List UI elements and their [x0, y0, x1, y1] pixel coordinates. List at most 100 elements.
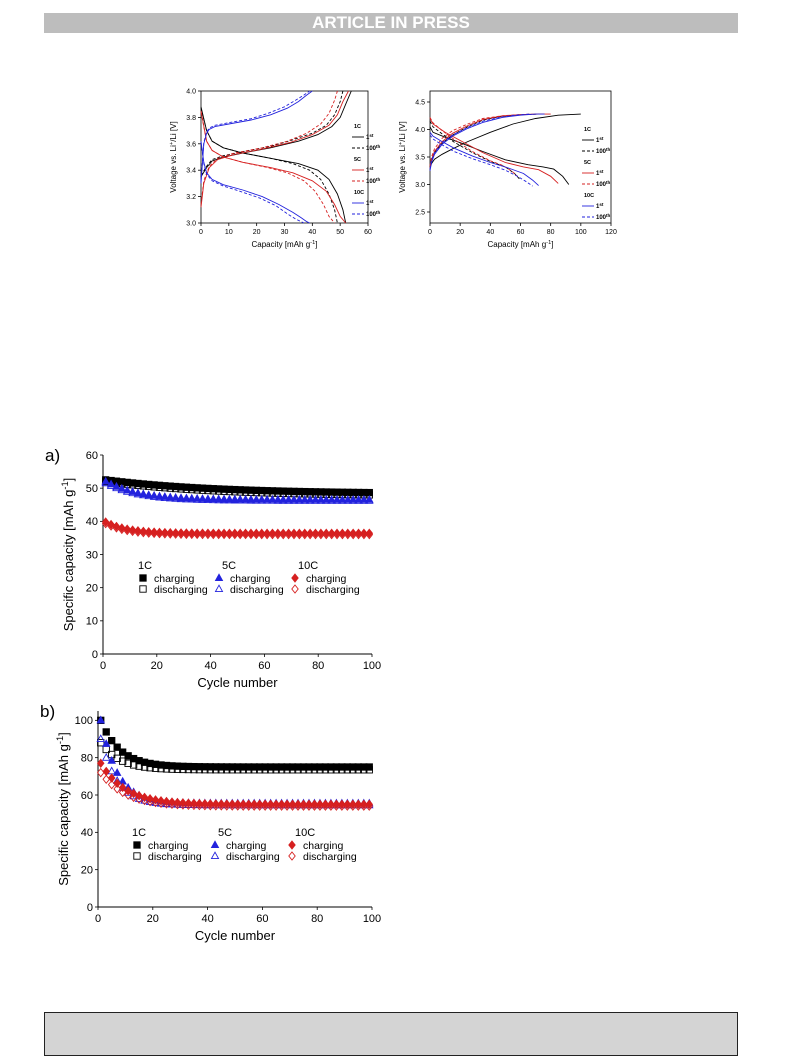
data-point-diamond [261, 799, 269, 810]
data-point-diamond [252, 529, 261, 540]
data-point-diamond [204, 528, 212, 538]
data-point-diamond [354, 528, 363, 538]
y-tick-label: 40 [86, 516, 98, 528]
legend-label: 1st [596, 136, 604, 145]
data-point-triangle [198, 495, 207, 503]
y-tick-label: 0 [87, 902, 93, 914]
data-point-diamond [349, 529, 357, 540]
y-axis-label: Voltage vs. Li+/Li [V] [169, 121, 178, 192]
y-tick-label: 4.0 [186, 88, 196, 95]
data-point-square [343, 766, 351, 774]
data-point-diamond [112, 521, 121, 532]
data-point-diamond [333, 528, 341, 538]
data-point-diamond [266, 799, 275, 810]
data-point-diamond [231, 528, 239, 538]
data-point-square [360, 766, 368, 774]
data-point-square [190, 765, 198, 774]
data-point-square [195, 765, 204, 774]
series-line-5C-1st-charge [200, 90, 349, 208]
data-point-diamond [162, 796, 171, 807]
data-point-diamond [146, 794, 154, 804]
legend-header: 5C [584, 160, 591, 166]
data-point-diamond [236, 528, 244, 538]
series-1c-discharging [97, 739, 373, 774]
data-point-square [206, 766, 214, 774]
data-point-diamond [349, 799, 357, 810]
data-point-diamond [134, 527, 142, 537]
data-point-diamond [317, 529, 325, 540]
data-point-diamond [140, 795, 149, 806]
y-axis-label: Specific capacity [mAh g-1] [60, 478, 76, 632]
x-tick-label: 40 [486, 229, 494, 236]
legend-item-label: discharging [148, 851, 202, 863]
legend-label: 1st [596, 202, 604, 211]
data-point-diamond [272, 801, 280, 811]
data-point-diamond [118, 523, 126, 533]
data-point-diamond [306, 529, 314, 540]
data-point-square [223, 766, 231, 774]
legend-header: 1C [138, 560, 152, 572]
legend-item-label: charging [154, 573, 194, 585]
data-point-diamond [294, 801, 302, 811]
data-point-triangle [321, 495, 331, 504]
data-point-square [256, 766, 264, 774]
data-point-square [204, 486, 212, 495]
x-tick-label: 10 [225, 229, 233, 236]
series-line-5C-100th-charge [429, 113, 533, 166]
data-point-diamond [128, 525, 137, 535]
y-tick-label: 3.0 [415, 182, 425, 189]
data-point-diamond [360, 529, 368, 540]
data-point-diamond [171, 529, 180, 539]
data-point-diamond [250, 799, 258, 809]
data-point-diamond [288, 799, 297, 810]
data-point-square [365, 766, 373, 774]
panel-label: a) [45, 446, 60, 465]
y-tick-label: 3.5 [415, 154, 425, 161]
data-point-triangle [128, 488, 137, 497]
data-point-diamond [155, 528, 164, 539]
x-tick-label: 60 [258, 660, 270, 672]
data-point-diamond [310, 799, 319, 810]
data-point-triangle [332, 495, 342, 504]
data-point-diamond [212, 801, 220, 811]
data-point-diamond [261, 801, 269, 811]
data-point-diamond [299, 799, 308, 810]
series-line-5C-1st-charge [429, 113, 551, 169]
x-tick-label: 80 [547, 229, 555, 236]
data-point-diamond [236, 529, 244, 540]
data-point-triangle [327, 495, 336, 504]
y-tick-label: 3.4 [186, 168, 196, 175]
data-point-triangle [192, 494, 202, 503]
data-point-square [139, 482, 147, 490]
legend-header: 1C [354, 124, 361, 130]
data-point-diamond [157, 798, 165, 809]
series-line-1C-100th-discharge [429, 120, 521, 181]
data-point-triangle [348, 495, 358, 504]
data-point-diamond [168, 799, 176, 810]
data-point-diamond [233, 799, 242, 809]
data-point-triangle [117, 485, 127, 494]
data-point-diamond [268, 528, 277, 538]
data-point-square [119, 748, 127, 756]
data-point-diamond [338, 799, 346, 810]
data-point-diamond [344, 529, 352, 540]
data-point-diamond [365, 529, 374, 540]
data-point-diamond [146, 796, 154, 807]
data-point-diamond [198, 529, 207, 540]
y-tick-label: 30 [86, 549, 98, 561]
data-point-diamond [327, 799, 335, 810]
x-tick-label: 0 [199, 229, 203, 236]
data-point-diamond [290, 529, 298, 540]
data-point-diamond [166, 527, 175, 538]
data-point-square [133, 841, 141, 849]
data-point-diamond [316, 799, 324, 810]
data-point-diamond [252, 528, 261, 538]
data-point-diamond [198, 528, 207, 538]
data-point-diamond [272, 799, 280, 810]
data-point-triangle [295, 495, 304, 504]
data-point-square [321, 766, 330, 774]
legend-label: 1st [596, 169, 604, 178]
chart-cycling-b: 0 20 40 60 80 100 0 20 40 60 80 100 Cycle number Spec… [40, 702, 381, 943]
data-point-diamond [228, 801, 237, 811]
series-5c-discharging [101, 478, 374, 504]
